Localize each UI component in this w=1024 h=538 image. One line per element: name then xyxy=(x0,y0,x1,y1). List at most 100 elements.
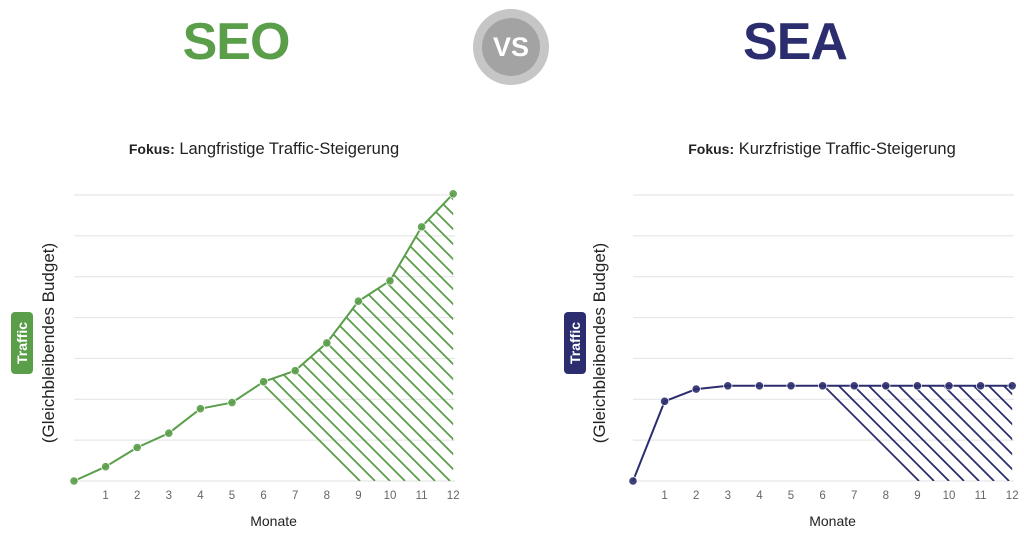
seo-point-11 xyxy=(416,222,427,232)
seo-x-tick-label: 9 xyxy=(355,490,361,502)
sea-grid xyxy=(633,194,1014,482)
seo-badge-bg xyxy=(11,312,33,374)
sea-hatch-line xyxy=(633,385,1013,481)
sea-x-tick-label: 11 xyxy=(975,490,987,502)
sea-point-12 xyxy=(1007,381,1017,391)
seo-point-3 xyxy=(164,428,174,438)
sea-x-tick-label: 6 xyxy=(819,490,825,502)
seo-point-5 xyxy=(227,397,237,408)
sea-hatch-line xyxy=(633,385,1013,481)
sea-x-tick-label: 12 xyxy=(1006,490,1019,502)
sea-point-10 xyxy=(944,381,954,391)
sea-hatch-line xyxy=(633,385,1013,481)
sea-point-8 xyxy=(881,381,891,391)
sea-badge-label: Traffic xyxy=(567,322,583,364)
sea-hatch-line xyxy=(862,385,1013,481)
vs-badge: VS xyxy=(473,9,549,85)
sea-hatch-line xyxy=(633,385,1013,481)
sea-point-11 xyxy=(975,381,986,391)
sea-x-tick-label: 4 xyxy=(756,490,763,502)
seo-point-2 xyxy=(132,442,142,453)
sea-hatch-line xyxy=(633,385,1013,481)
seo-focus-label: Fokus: xyxy=(128,141,175,157)
seo-hatch-line xyxy=(74,193,451,481)
seo-title: SEO xyxy=(182,13,291,71)
sea-hatch-line xyxy=(712,385,1013,481)
seo-point-4 xyxy=(195,404,205,414)
seo-point-10 xyxy=(385,276,395,286)
sea-point-3 xyxy=(723,381,733,391)
seo-x-tick-label: 2 xyxy=(134,490,140,502)
seo-x-tick-label: 1 xyxy=(102,490,108,502)
sea-chart-subtitle: Fokus: Kurzfristige Traffic-Steigerung xyxy=(612,140,1024,159)
sea-series-line xyxy=(632,384,1013,482)
seo-x-tick-label: 5 xyxy=(229,490,235,502)
sea-y-axis-label: (Gleichbleibendes Budget) xyxy=(590,243,609,443)
seo-point-0 xyxy=(69,476,79,486)
seo-x-tick-label: 6 xyxy=(260,490,266,502)
seo-hatch-line xyxy=(74,193,436,481)
seo-hatch-line xyxy=(74,193,454,481)
seo-hatch-line xyxy=(74,193,454,481)
sea-hatch-line xyxy=(652,385,1013,481)
sea-y-axis-badge: Traffic xyxy=(564,312,586,374)
sea-hatch-line xyxy=(922,385,1013,481)
sea-hatch-line xyxy=(633,385,1013,481)
seo-point-12 xyxy=(448,189,458,199)
sea-hatch-line xyxy=(633,385,1013,481)
seo-point-9 xyxy=(353,296,363,306)
sea-hatch-fill xyxy=(633,385,1013,481)
seo-x-tick-label: 12 xyxy=(447,490,460,502)
sea-x-axis-label: Monate xyxy=(809,513,856,529)
sea-hatch-line xyxy=(772,385,1013,481)
seo-hatch-line xyxy=(74,193,421,481)
seo-x-tick-label: 8 xyxy=(324,490,330,502)
seo-hatch-line xyxy=(74,193,454,481)
seo-hatch-line xyxy=(74,193,454,481)
sea-hatch-line xyxy=(633,385,1013,481)
seo-y-axis-label: (Gleichbleibendes Budget) xyxy=(39,243,58,443)
sea-point-9 xyxy=(912,381,923,391)
sea-point-5 xyxy=(786,381,796,391)
sea-hatch-line xyxy=(952,385,1013,481)
sea-hatch-line xyxy=(982,385,1013,481)
sea-x-tick-label: 7 xyxy=(851,490,857,502)
sea-x-tick-label: 3 xyxy=(725,490,731,502)
seo-y-axis-badge: Traffic xyxy=(11,312,33,374)
sea-hatch-line xyxy=(633,385,1013,481)
seo-hatch-line xyxy=(74,193,454,481)
seo-x-tick-label: 10 xyxy=(384,490,397,502)
sea-focus-label: Fokus: xyxy=(688,141,735,157)
sea-hatch-line xyxy=(633,385,920,481)
sea-point-0 xyxy=(628,476,638,486)
sea-point-2 xyxy=(691,384,701,394)
sea-x-tick-label: 9 xyxy=(914,490,920,502)
sea-badge-bg xyxy=(564,312,586,374)
seo-x-tick-label: 7 xyxy=(292,490,298,502)
seo-point-1 xyxy=(101,462,111,472)
seo-hatch-line xyxy=(74,193,454,481)
seo-point-8 xyxy=(322,338,332,348)
seo-x-tick-label: 11 xyxy=(416,490,428,502)
sea-hatch-line xyxy=(633,385,1013,481)
seo-x-tick-label: 3 xyxy=(166,490,172,502)
sea-title: SEA xyxy=(743,13,848,71)
sea-hatch-line xyxy=(633,385,1013,481)
sea-x-tick-label: 2 xyxy=(693,490,699,502)
seo-badge-label: Traffic xyxy=(14,322,30,364)
sea-x-tick-label: 8 xyxy=(883,490,889,502)
sea-focus-text: Kurzfristige Traffic-Steigerung xyxy=(738,140,956,158)
seo-hatch-line xyxy=(74,193,454,481)
vs-label: VS xyxy=(482,18,540,76)
sea-point-4 xyxy=(754,381,765,391)
seo-point-7 xyxy=(290,366,300,376)
seo-focus-text: Langfristige Traffic-Steigerung xyxy=(179,140,400,158)
sea-hatch-line xyxy=(633,385,1013,481)
sea-hatch-line xyxy=(682,385,1013,481)
seo-x-axis-label: Monate xyxy=(250,513,297,529)
sea-hatch-line xyxy=(633,385,1013,481)
sea-point-6 xyxy=(817,381,828,391)
seo-point-6 xyxy=(258,377,269,387)
